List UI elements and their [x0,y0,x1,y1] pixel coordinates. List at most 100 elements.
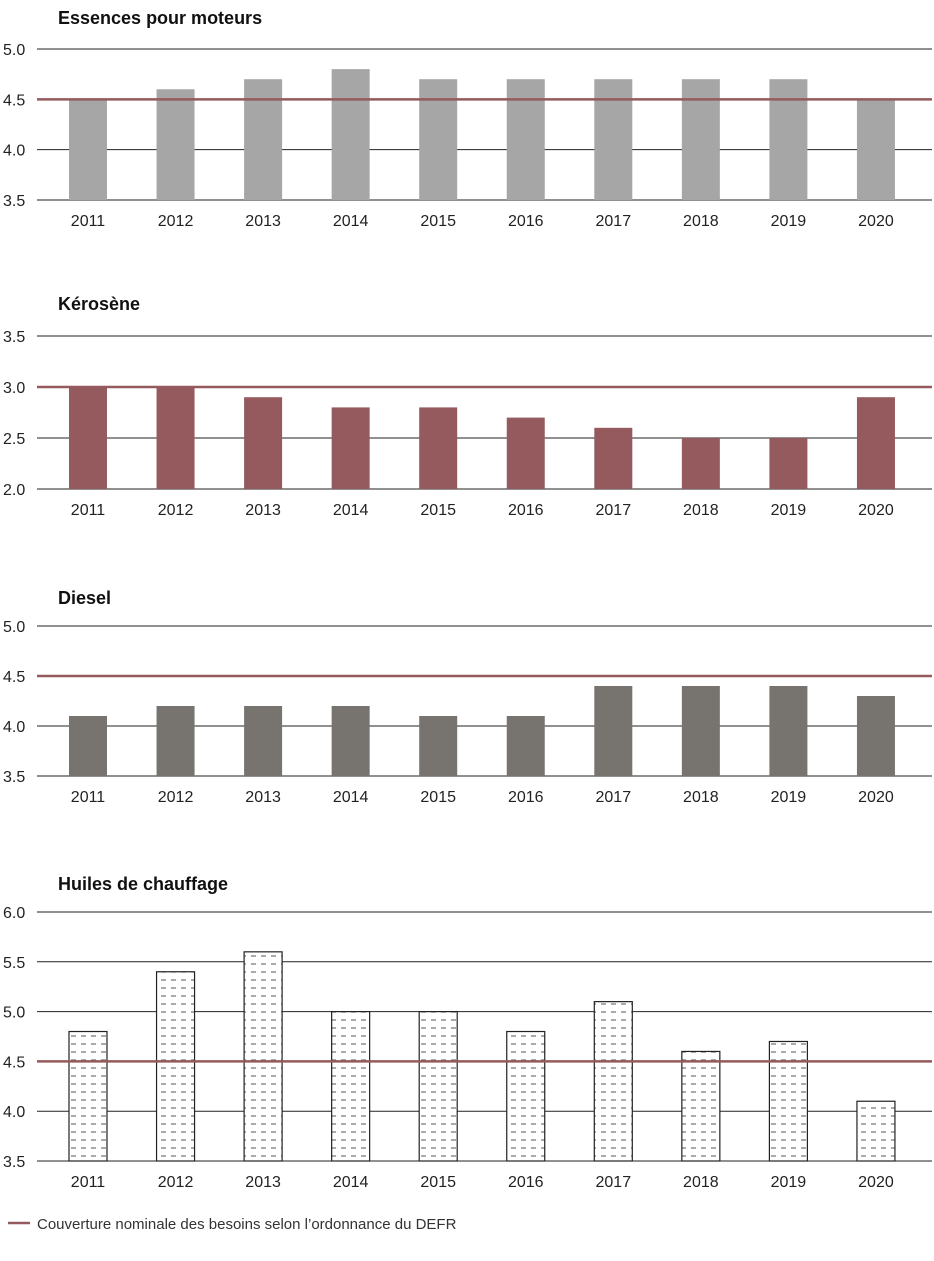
y-tick-label: 5.5 [3,955,25,972]
x-tick-label: 2019 [771,789,807,806]
bar-2016 [506,79,545,200]
x-tick-label: 2015 [420,213,456,230]
x-tick-label: 2014 [333,213,369,230]
x-tick-label: 2017 [596,1174,632,1191]
bar-2011 [69,716,107,776]
x-tick-label: 2014 [333,502,369,519]
x-tick-label: 2013 [245,1174,281,1191]
bar-2018 [681,79,720,200]
bar-2017 [594,427,633,489]
y-tick-label: 5.0 [3,1005,25,1022]
x-tick-label: 2012 [158,502,194,519]
bar-2012 [155,971,196,1162]
bar-2018 [681,438,720,489]
y-tick-label: 3.0 [3,380,25,397]
y-tick-label: 4.5 [3,1054,25,1071]
bar-2011 [69,99,107,200]
panel-title: Huiles de chauffage [58,874,228,894]
x-tick-label: 2016 [508,213,544,230]
x-tick-label: 2020 [858,1174,894,1191]
bar-2013 [244,706,283,776]
x-tick-label: 2012 [158,789,194,806]
bar-2017 [594,686,633,776]
bar-2012 [156,387,195,489]
x-tick-label: 2014 [333,789,369,806]
x-tick-label: 2015 [420,1174,456,1191]
x-tick-label: 2018 [683,1174,719,1191]
x-tick-label: 2020 [858,789,894,806]
bar-2016 [506,417,545,489]
x-tick-label: 2016 [508,789,544,806]
bar-2018 [681,686,720,776]
x-tick-label: 2015 [420,789,456,806]
x-tick-label: 2015 [420,502,456,519]
bar-2017 [594,79,633,200]
y-tick-label: 5.0 [3,619,25,636]
bar-2015 [419,79,458,200]
x-tick-label: 2013 [245,789,281,806]
panel-title: Essences pour moteurs [58,8,262,28]
bar-2014 [331,69,370,200]
bar-2019 [769,686,808,776]
bar-2013 [243,951,283,1162]
bar-2014 [331,1010,371,1162]
x-tick-label: 2012 [158,1174,194,1191]
x-tick-label: 2016 [508,502,544,519]
x-tick-label: 2017 [596,789,632,806]
y-tick-label: 4.0 [3,1104,25,1121]
x-tick-label: 2013 [245,502,281,519]
y-tick-label: 3.5 [3,329,25,346]
x-tick-label: 2014 [333,1174,369,1191]
x-tick-label: 2019 [771,502,807,519]
x-tick-label: 2011 [71,1174,106,1191]
bar-2018 [681,1050,721,1162]
bar-2016 [506,716,545,776]
x-tick-label: 2019 [771,1174,807,1191]
bar-2015 [418,1010,458,1162]
x-tick-label: 2020 [858,502,894,519]
x-tick-label: 2018 [683,502,719,519]
bar-2020 [856,397,895,489]
bar-2014 [331,407,370,489]
x-tick-label: 2013 [245,213,281,230]
x-tick-label: 2011 [71,789,106,806]
x-tick-label: 2011 [71,502,106,519]
bar-2012 [156,89,195,200]
panel-huiles: Huiles de chauffage 3.5 4.0 4.5 5.0 5.5 6.0 20… [3,874,932,1191]
bar-2020 [856,99,895,200]
y-tick-label: 4.0 [3,719,25,736]
x-tick-label: 2017 [596,213,632,230]
x-tick-label: 2011 [71,213,106,230]
x-tick-label: 2019 [771,213,807,230]
panel-title: Diesel [58,588,111,608]
legend-label: Couverture nominale des besoins selon l’… [37,1216,457,1233]
y-tick-label: 3.5 [3,193,25,210]
bar-2019 [769,79,808,200]
bar-2013 [244,79,283,200]
y-tick-label: 2.0 [3,482,25,499]
bar-2019 [768,1040,809,1162]
y-tick-label: 4.5 [3,669,25,686]
panel-title: Kérosène [58,294,140,314]
x-tick-label: 2018 [683,213,719,230]
bar-2011 [69,387,107,489]
x-tick-label: 2020 [858,213,894,230]
y-tick-label: 3.5 [3,769,25,786]
bar-2020 [856,1100,896,1162]
bar-2016 [506,1030,546,1162]
panel-diesel: Diesel 3.5 4.0 4.5 5.0 2011 2012 2013 2014 2015 2… [3,588,932,806]
bar-2020 [856,696,895,776]
bar-2017 [593,1001,633,1162]
x-tick-label: 2017 [596,502,632,519]
bar-2012 [156,706,195,776]
bar-2015 [419,407,458,489]
y-tick-label: 2.5 [3,431,25,448]
bar-2014 [331,706,370,776]
panel-essences: Essences pour moteurs 3.5 4.0 4.5 5.0 2011 20… [3,8,932,230]
y-tick-label: 3.5 [3,1154,25,1171]
legend: Couverture nominale des besoins selon l’… [8,1216,457,1233]
y-tick-label: 4.0 [3,143,25,160]
x-tick-label: 2018 [683,789,719,806]
bar-2019 [769,438,808,489]
